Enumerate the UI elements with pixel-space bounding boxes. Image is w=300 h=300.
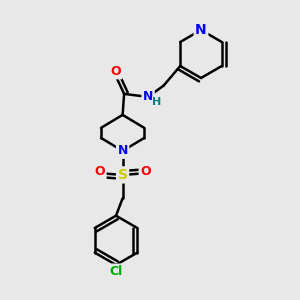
Text: O: O <box>140 165 151 178</box>
Text: N: N <box>117 144 128 158</box>
Text: O: O <box>94 165 105 178</box>
Text: Cl: Cl <box>110 265 123 278</box>
Text: H: H <box>152 97 162 107</box>
Text: S: S <box>118 168 128 182</box>
Text: N: N <box>195 23 207 37</box>
Text: O: O <box>110 65 121 78</box>
Text: N: N <box>143 90 153 104</box>
